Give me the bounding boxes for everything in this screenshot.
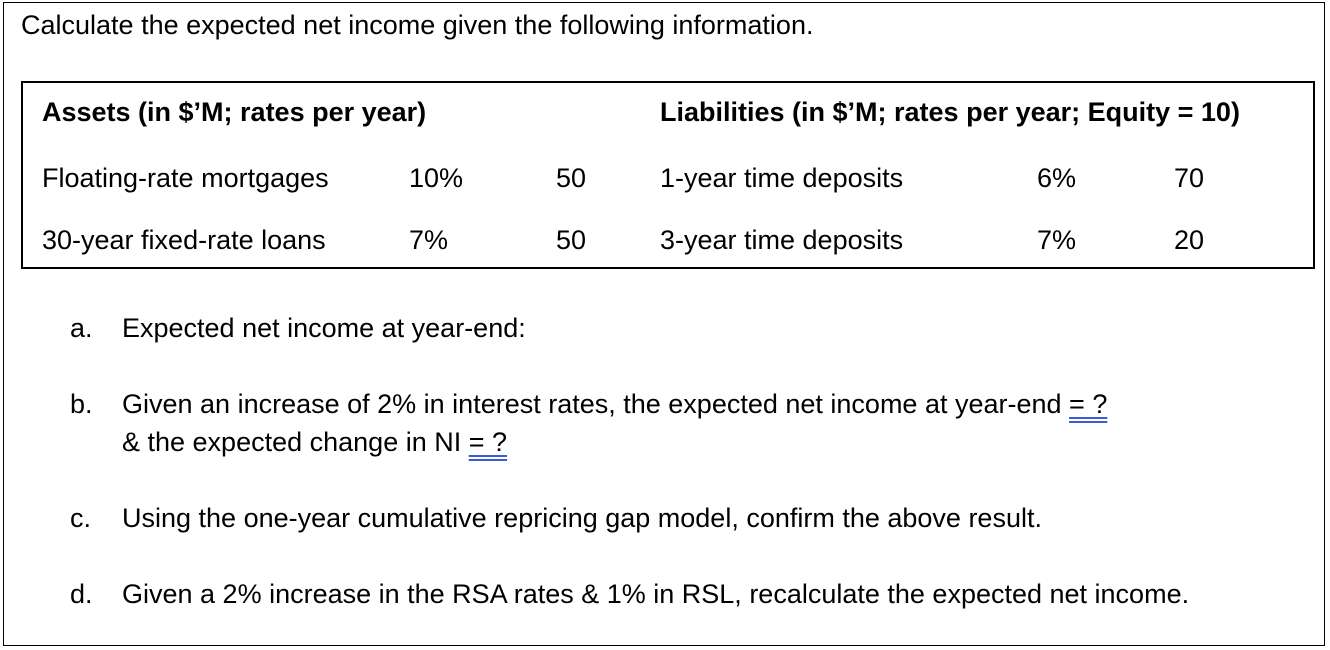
question-c-letter: c. [70,503,92,533]
asset-amount: 50 [556,163,587,193]
liability-rate: 6% [1037,163,1077,193]
prompt-text: Calculate the expected net income given … [21,10,814,40]
question-b-line1: Given an increase of 2% in interest rate… [122,385,1107,423]
asset-amount: 50 [556,225,587,255]
question-b-line1-text: Given an increase of 2% in interest rate… [122,389,1062,419]
balance-sheet-table [21,81,1315,269]
asset-rate: 10% [409,163,464,193]
question-a-letter: a. [70,313,93,343]
liability-name: 1-year time deposits [660,163,904,193]
asset-rate: 7% [409,225,449,255]
question-b-line2: & the expected change in NI = ? [122,423,507,461]
assets-header: Assets (in $’M; rates per year) [42,97,427,127]
asset-name: 30-year fixed-rate loans [42,225,326,255]
question-b-line2-text: & the expected change in NI [122,427,462,457]
question-a-text: Expected net income at year-end: [122,313,526,343]
question-b-letter: b. [70,389,93,419]
liability-name: 3-year time deposits [660,225,904,255]
liability-amount: 70 [1174,163,1205,193]
question-d-text: Given a 2% increase in the RSA rates & 1… [122,579,1190,609]
liabilities-header: Liabilities (in $’M; rates per year; Equ… [660,97,1240,127]
question-frame [3,2,1325,646]
question-b-line1-answer: = ? [1069,389,1108,419]
asset-name: Floating-rate mortgages [42,163,329,193]
question-d-letter: d. [70,579,93,609]
liability-rate: 7% [1037,225,1077,255]
question-c-text: Using the one-year cumulative repricing … [122,503,1042,533]
question-b-line2-answer: = ? [468,427,508,457]
liability-amount: 20 [1174,225,1205,255]
